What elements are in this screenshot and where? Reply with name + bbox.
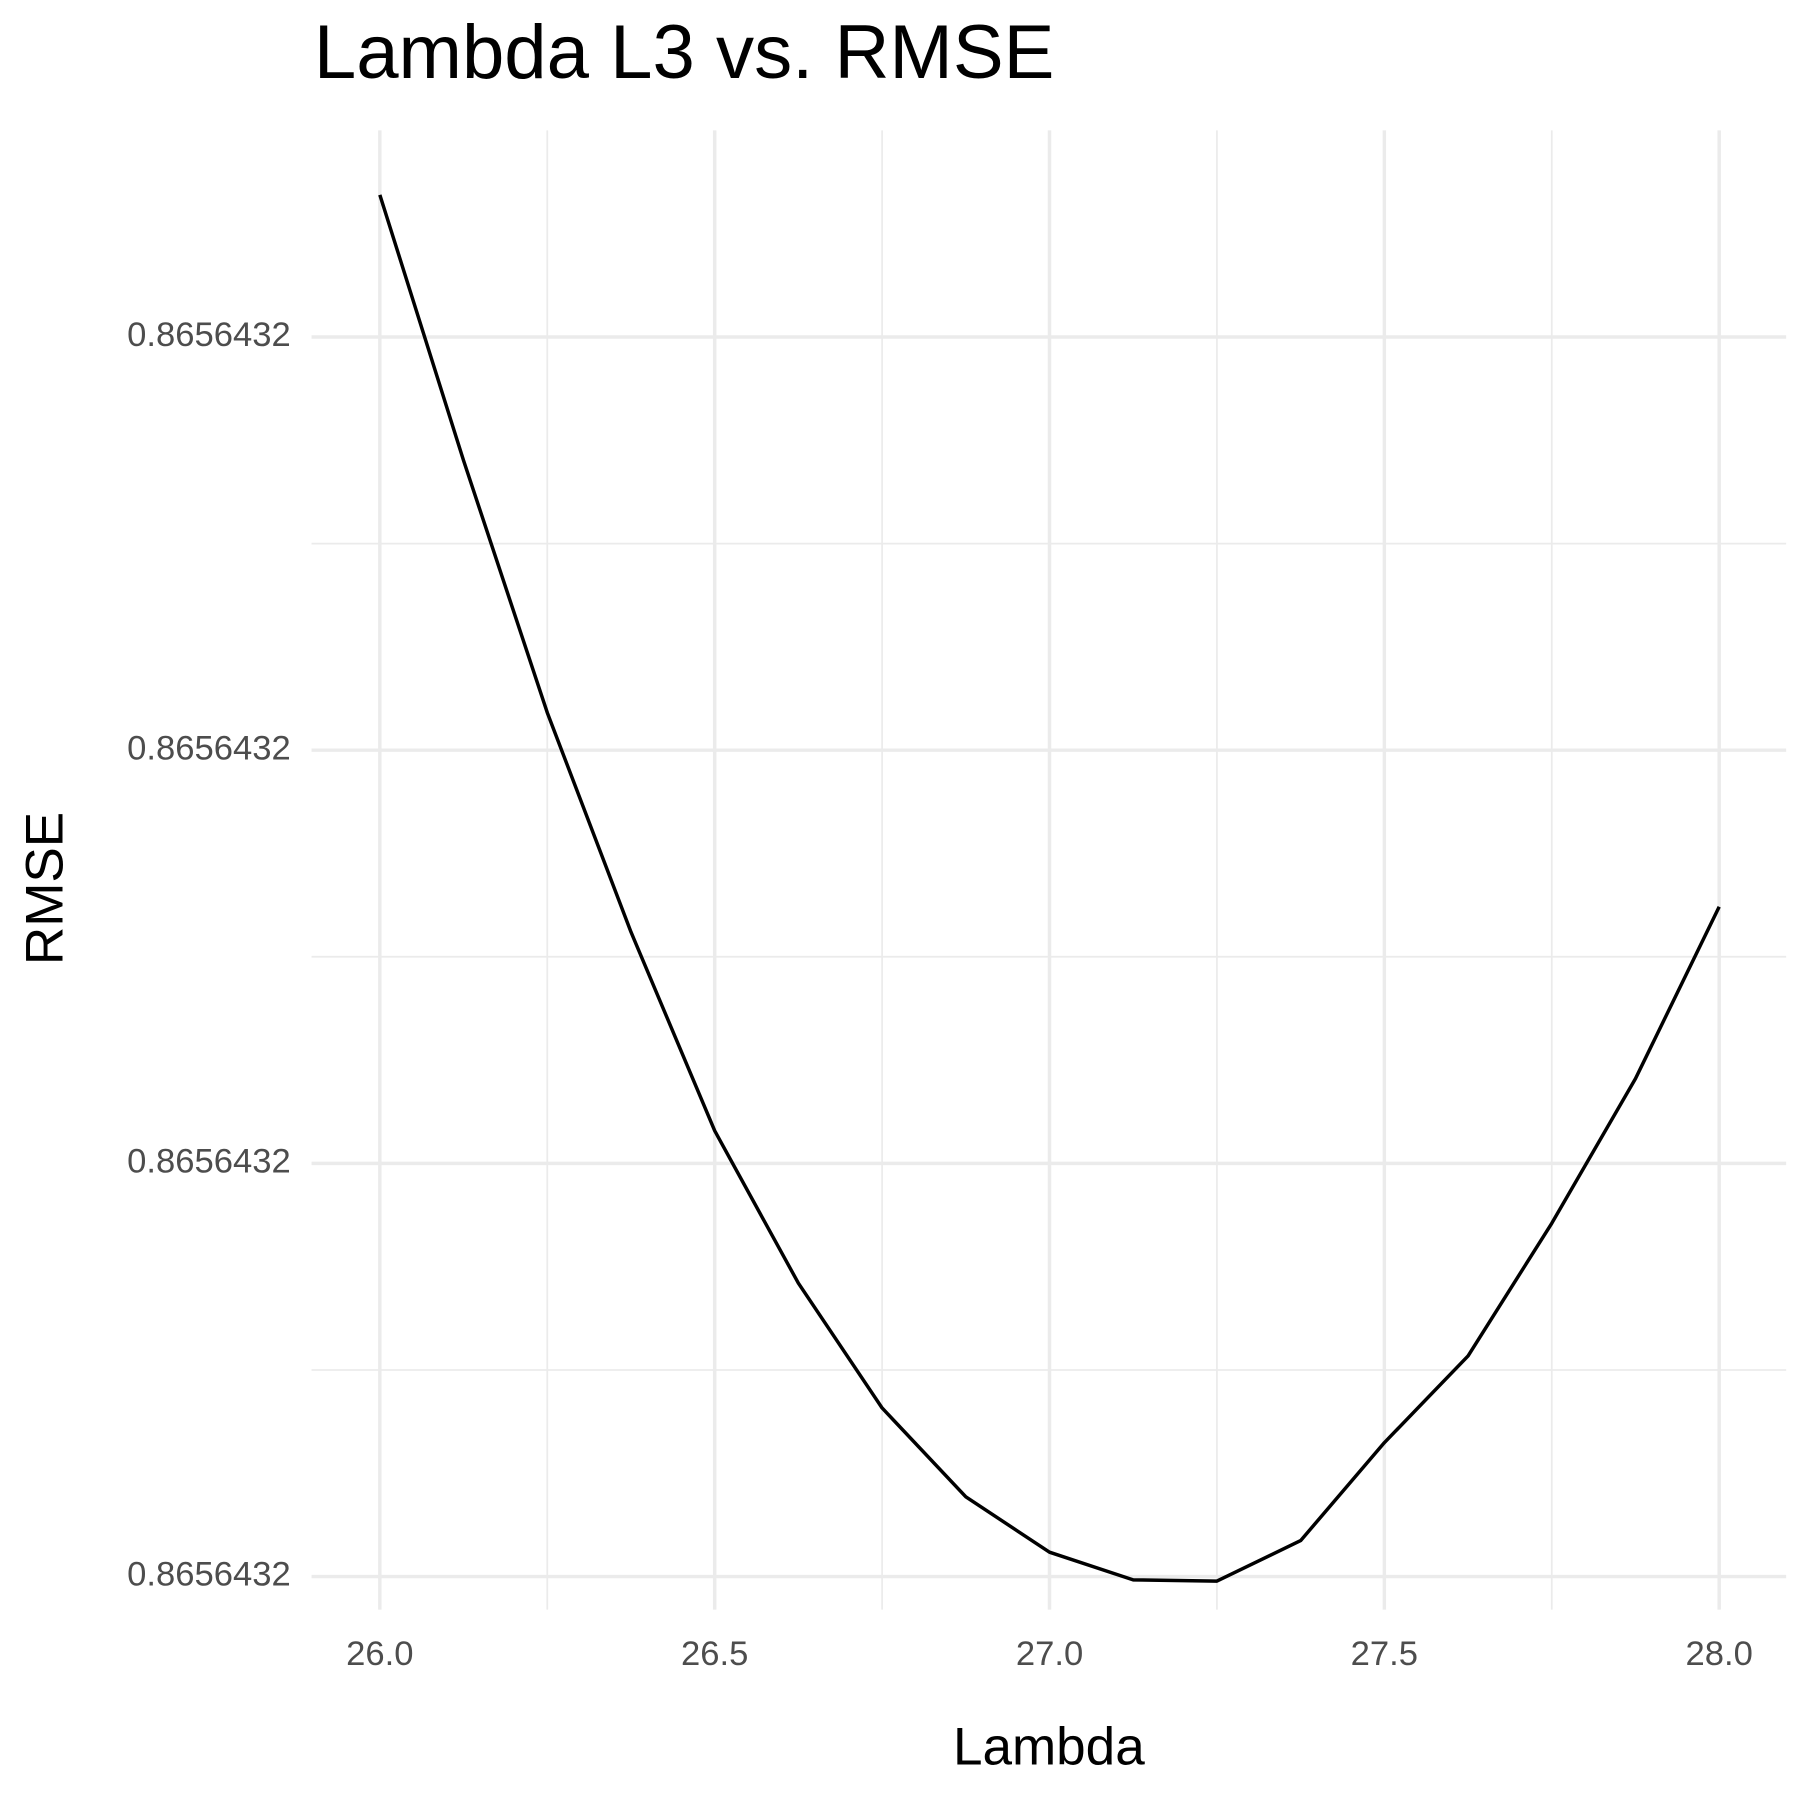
chart-title: Lambda L3 vs. RMSE bbox=[314, 10, 1055, 95]
x-tick-label: 27.0 bbox=[1016, 1635, 1083, 1673]
y-tick-label: 0.8656432 bbox=[127, 1143, 291, 1181]
y-axis-title: RMSE bbox=[15, 812, 74, 965]
y-tick-label: 0.8656432 bbox=[127, 1556, 291, 1594]
y-tick-label: 0.8656432 bbox=[127, 729, 291, 767]
x-tick-label: 27.5 bbox=[1351, 1635, 1418, 1673]
x-axis-title: Lambda bbox=[953, 1717, 1145, 1776]
x-tick-label: 26.5 bbox=[681, 1635, 748, 1673]
x-tick-label: 26.0 bbox=[346, 1635, 413, 1673]
x-tick-label: 28.0 bbox=[1685, 1635, 1752, 1673]
y-tick-label: 0.8656432 bbox=[127, 316, 291, 354]
line bbox=[378, 194, 1721, 1583]
